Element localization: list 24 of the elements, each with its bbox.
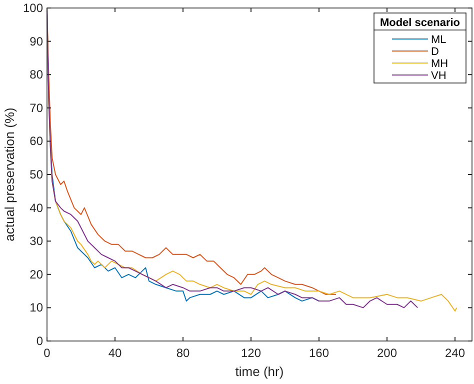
y-tick-label: 0 <box>36 334 44 348</box>
legend-label: D <box>431 46 439 58</box>
y-tick-label: 100 <box>22 1 44 15</box>
legend-title: Model scenario <box>380 17 460 29</box>
y-tick-label: 40 <box>30 200 44 215</box>
x-tick-label: 200 <box>376 346 398 360</box>
y-tick-label: 20 <box>30 267 44 282</box>
y-tick-label: 30 <box>30 234 44 248</box>
legend-label: MH <box>431 58 448 70</box>
x-tick-label: 120 <box>240 346 262 360</box>
y-tick-label: 50 <box>30 168 44 182</box>
y-tick-label: 60 <box>30 134 44 148</box>
legend-label: ML <box>431 34 446 46</box>
y-tick-label: 90 <box>30 34 44 48</box>
x-tick-label: 40 <box>108 346 122 360</box>
y-tick-label: 80 <box>30 68 44 82</box>
x-axis-title: time (hr) <box>235 364 284 379</box>
x-tick-label: 80 <box>176 346 190 360</box>
y-tick-label: 70 <box>30 100 44 115</box>
y-tick-label: 10 <box>30 300 44 315</box>
y-axis-title: actual preservation (%) <box>2 108 17 242</box>
x-tick-label: 160 <box>308 346 330 360</box>
x-tick-label: 240 <box>444 346 466 360</box>
legend-label: VH <box>431 70 446 82</box>
